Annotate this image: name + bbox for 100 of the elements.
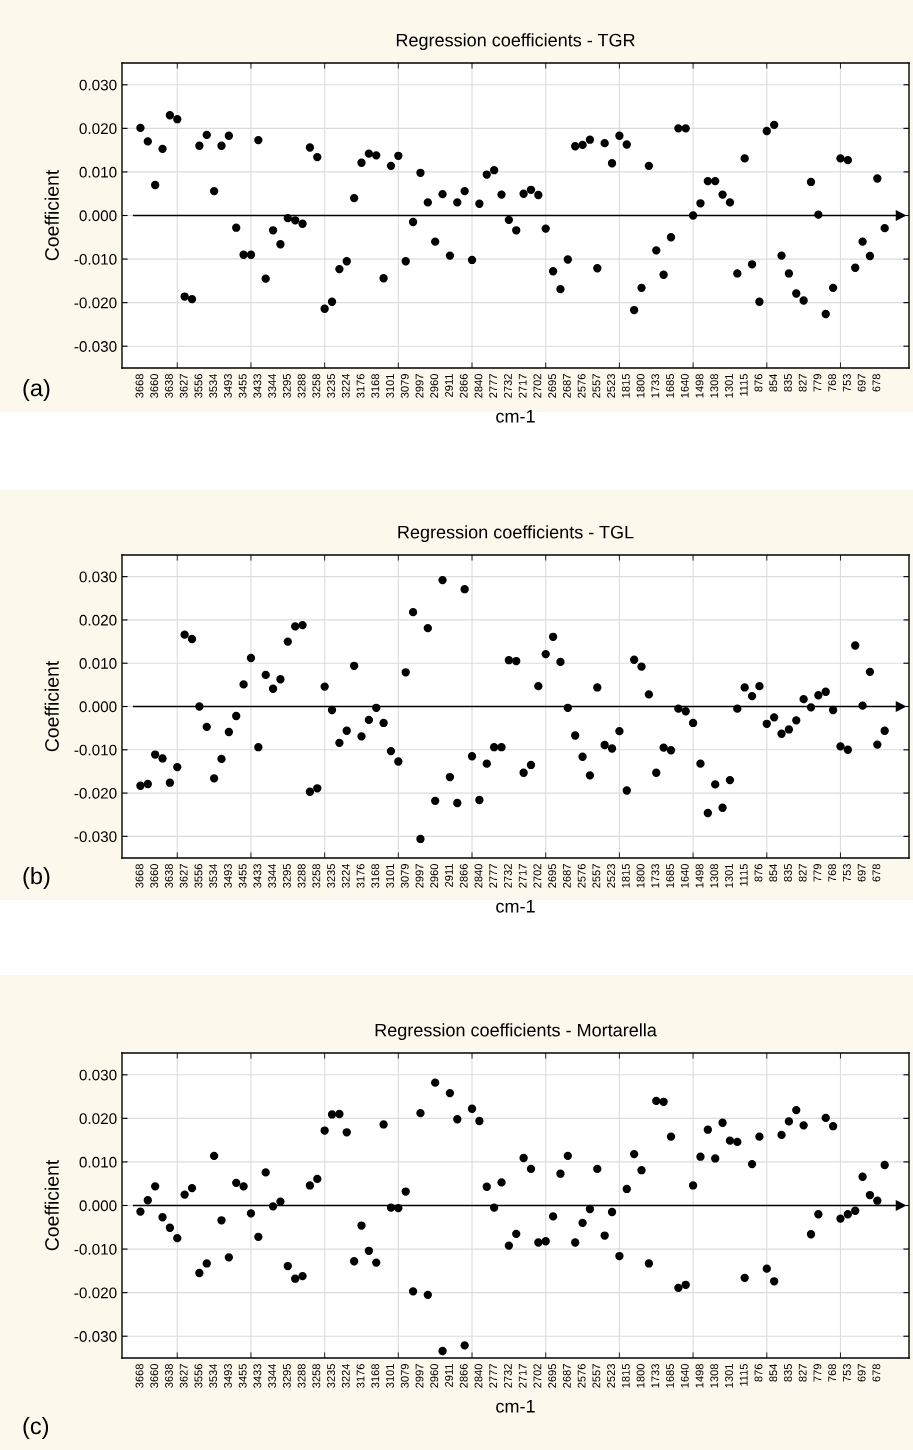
- x-tick-label: 827: [798, 374, 807, 392]
- x-tick-label: 2702: [533, 864, 542, 888]
- x-tick-label: 876: [754, 1364, 763, 1382]
- x-tick-label: 3079: [400, 1364, 409, 1388]
- x-tick-label: 2576: [577, 864, 586, 888]
- y-tick-label: 0.010: [79, 658, 117, 669]
- x-tick-label: 2960: [430, 863, 439, 888]
- x-tick-label: 3079: [400, 374, 409, 398]
- x-tick-label: 3168: [371, 864, 380, 888]
- x-tick-label: 753: [842, 374, 851, 392]
- x-tick-label: 3295: [282, 374, 291, 398]
- x-tick-label: 779: [813, 864, 822, 882]
- x-tick-label: 3079: [400, 864, 409, 888]
- x-tick-label: 1733: [651, 374, 660, 398]
- x-tick-label: 3176: [356, 374, 365, 398]
- x-tick-label: 2695: [548, 374, 557, 398]
- x-tick-label: 876: [754, 864, 763, 882]
- x-tick-label: 3638: [165, 374, 173, 398]
- x-tick-label: 697: [857, 374, 866, 392]
- x-tick-label: 1800: [636, 1363, 645, 1388]
- y-axis-title: Coefficient: [44, 1159, 59, 1251]
- y-tick-label: -0.020: [74, 1287, 117, 1299]
- x-tick-label: 3101: [386, 374, 394, 398]
- x-tick-label: 1640: [680, 863, 689, 888]
- x-tick-label: 3224: [341, 373, 350, 398]
- x-tick-label: 2717: [518, 1364, 527, 1388]
- y-tick-label: 0.030: [79, 1069, 117, 1081]
- y-axis-title: Coefficient: [44, 660, 59, 752]
- x-axis-title: cm-1: [496, 900, 535, 913]
- y-tick-label: 0.000: [79, 210, 117, 222]
- x-tick-label: 2702: [533, 1364, 542, 1388]
- x-tick-label: 835: [784, 864, 792, 882]
- x-tick-label: 779: [813, 1364, 822, 1382]
- x-tick-label: 3627: [179, 1364, 188, 1388]
- x-tick-label: 2523: [607, 374, 616, 398]
- x-tick-label: 3534: [209, 1363, 218, 1388]
- y-tick-label: -0.020: [74, 787, 117, 799]
- x-tick-label: 1733: [651, 1364, 660, 1388]
- x-tick-label: 3344: [268, 373, 277, 398]
- x-tick-label: 1115: [739, 864, 748, 886]
- y-tick-label: -0.020: [74, 297, 117, 309]
- x-tick-label: 2576: [577, 374, 586, 398]
- x-tick-label: 3455: [238, 374, 247, 398]
- x-tick-label: 1498: [695, 864, 704, 888]
- y-tick-label: -0.030: [74, 831, 117, 843]
- x-tick-label: 3493: [223, 864, 232, 888]
- x-tick-label: 3224: [341, 863, 350, 888]
- x-tick-label: 3433: [253, 1364, 262, 1388]
- x-tick-label: 3344: [268, 863, 277, 888]
- x-tick-label: 3638: [165, 1364, 173, 1388]
- x-tick-label: 3534: [209, 373, 218, 398]
- x-tick-label: 2695: [548, 1364, 557, 1388]
- x-tick-label: 768: [828, 1364, 837, 1382]
- x-tick-label: 1733: [651, 864, 660, 888]
- x-tick-label: 1815: [621, 1364, 630, 1388]
- x-tick-label: 3176: [356, 864, 365, 888]
- x-tick-label: 1115: [739, 1364, 748, 1386]
- x-tick-label: 3627: [179, 374, 188, 398]
- x-tick-label: 3493: [223, 374, 232, 398]
- x-tick-label: 3288: [297, 864, 306, 888]
- x-tick-label: 3235: [327, 864, 335, 888]
- x-tick-label: 3433: [253, 864, 262, 888]
- x-tick-label: 3288: [297, 374, 306, 398]
- x-tick-label: 2997: [415, 864, 424, 888]
- y-axis-title: Coefficient: [44, 169, 59, 261]
- x-tick-label: 2523: [607, 864, 616, 888]
- x-tick-label: 3101: [386, 864, 394, 888]
- chart-title: Regression coefficients - TGL: [398, 525, 634, 543]
- x-tick-label: 1301: [725, 864, 733, 888]
- chart-title: Regression coefficients - Mortarella: [375, 1023, 657, 1041]
- x-tick-label: 2997: [415, 1364, 424, 1388]
- x-tick-label: 3660: [150, 1363, 159, 1388]
- text: (c): [23, 1417, 49, 1439]
- x-tick-label: 2997: [415, 374, 424, 398]
- y-tick-label: 0.020: [79, 1113, 117, 1125]
- x-tick-label: 3168: [371, 1364, 380, 1388]
- text: (a): [23, 378, 50, 401]
- x-tick-label: 1498: [695, 374, 704, 398]
- x-axis-title: cm-1: [496, 410, 535, 423]
- x-tick-label: 753: [842, 1364, 851, 1382]
- y-tick-label: -0.030: [74, 1331, 117, 1342]
- x-tick-label: 835: [784, 374, 792, 392]
- x-tick-label: 3168: [371, 374, 380, 398]
- x-tick-label: 3455: [238, 1364, 247, 1388]
- y-tick-label: -0.010: [74, 744, 117, 756]
- x-tick-label: 2911: [445, 864, 453, 887]
- x-tick-label: 3627: [179, 864, 188, 888]
- x-tick-label: 3668: [135, 864, 144, 888]
- x-tick-label: 2960: [430, 1363, 439, 1388]
- x-tick-label: 2960: [430, 373, 439, 398]
- x-tick-label: 753: [842, 864, 851, 882]
- chart-title: Regression coefficients - TGR: [396, 33, 635, 51]
- x-tick-label: 2717: [518, 374, 527, 398]
- x-tick-label: 779: [813, 374, 822, 392]
- x-tick-label: 854: [769, 863, 778, 882]
- y-tick-label: 0.030: [79, 79, 117, 91]
- x-tick-label: 2687: [562, 1364, 571, 1388]
- x-tick-label: 2840: [474, 863, 483, 888]
- x-tick-label: 1498: [695, 1364, 704, 1388]
- x-tick-label: 1685: [666, 1364, 674, 1388]
